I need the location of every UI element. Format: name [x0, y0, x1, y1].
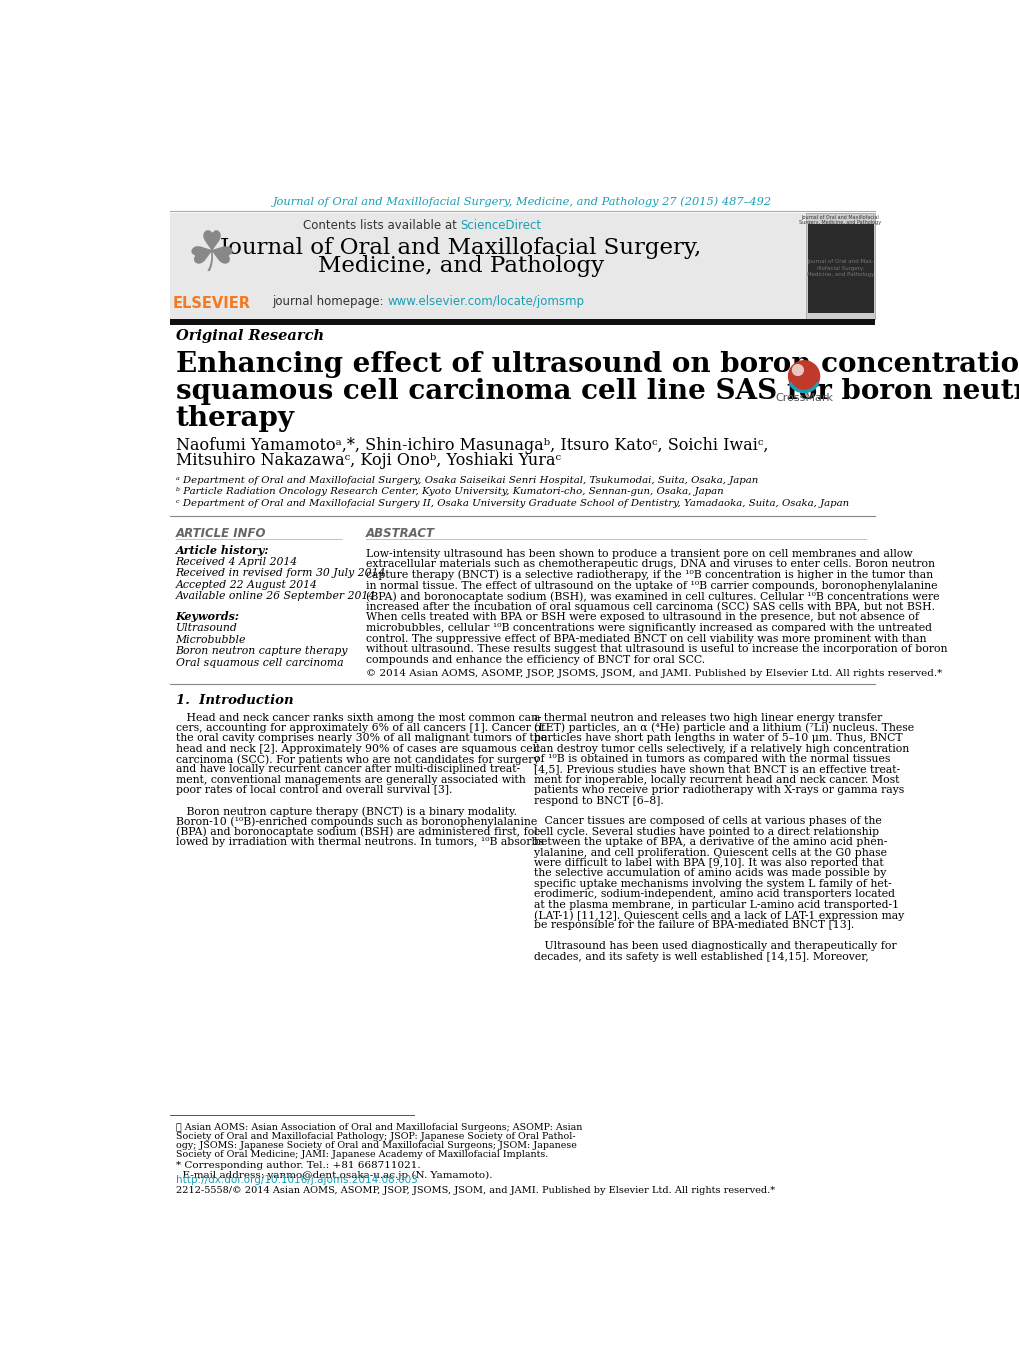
Text: Journal of Oral and Maxillofacial Surgery,: Journal of Oral and Maxillofacial Surger… — [219, 238, 701, 259]
Text: ARTICLE INFO: ARTICLE INFO — [175, 527, 266, 540]
Text: Microbubble: Microbubble — [175, 635, 246, 644]
Text: extracellular materials such as chemotherapeutic drugs, DNA and viruses to enter: extracellular materials such as chemothe… — [366, 559, 934, 569]
Text: ment for inoperable, locally recurrent head and neck cancer. Most: ment for inoperable, locally recurrent h… — [534, 775, 899, 785]
Text: http://dx.doi.org/10.1016/j.ajoms.2014.08.003: http://dx.doi.org/10.1016/j.ajoms.2014.0… — [175, 1175, 417, 1185]
Text: lowed by irradiation with thermal neutrons. In tumors, ¹⁰B absorbs: lowed by irradiation with thermal neutro… — [175, 838, 543, 847]
Text: Original Research: Original Research — [175, 330, 323, 343]
Text: Accepted 22 August 2014: Accepted 22 August 2014 — [175, 580, 317, 590]
Text: ELSEVIER: ELSEVIER — [172, 296, 250, 311]
Text: 2212-5558/© 2014 Asian AOMS, ASOMP, JSOP, JSOMS, JSOM, and JAMI. Published by El: 2212-5558/© 2014 Asian AOMS, ASOMP, JSOP… — [175, 1186, 773, 1196]
Text: ScienceDirect: ScienceDirect — [461, 219, 541, 232]
Text: Enhancing effect of ultrasound on boron concentrations in an oral: Enhancing effect of ultrasound on boron … — [175, 351, 1019, 378]
Text: squamous cell carcinoma cell line SAS for boron neutron capture: squamous cell carcinoma cell line SAS fo… — [175, 378, 1019, 405]
Text: of ¹⁰B is obtained in tumors as compared with the normal tissues: of ¹⁰B is obtained in tumors as compared… — [534, 754, 890, 765]
Text: Journal of Oral and Maxillofacial Surgery, Medicine, and Pathology 27 (2015) 487: Journal of Oral and Maxillofacial Surger… — [273, 197, 771, 208]
Text: (LET) particles, an α (⁴He) particle and a lithium (⁷Li) nucleus. These: (LET) particles, an α (⁴He) particle and… — [534, 723, 914, 734]
Text: Medicine, and Pathology: Medicine, and Pathology — [317, 255, 603, 277]
Text: and have locally recurrent cancer after multi-disciplined treat-: and have locally recurrent cancer after … — [175, 765, 519, 774]
Text: ᵇ Particle Radiation Oncology Research Center, Kyoto University, Kumatori-cho, S: ᵇ Particle Radiation Oncology Research C… — [175, 488, 722, 496]
Text: © 2014 Asian AOMS, ASOMP, JSOP, JSOMS, JSOM, and JAMI. Published by Elsevier Ltd: © 2014 Asian AOMS, ASOMP, JSOP, JSOMS, J… — [366, 669, 942, 678]
Text: Society of Oral and Maxillofacial Pathology; JSOP: Japanese Society of Oral Path: Society of Oral and Maxillofacial Pathol… — [175, 1132, 575, 1142]
Text: poor rates of local control and overall survival [3].: poor rates of local control and overall … — [175, 785, 451, 796]
Text: can destroy tumor cells selectively, if a relatively high concentration: can destroy tumor cells selectively, if … — [534, 743, 909, 754]
Text: the selective accumulation of amino acids was made possible by: the selective accumulation of amino acid… — [534, 869, 886, 878]
Text: (BPA) and boronocaptate sodium (BSH) are administered first, fol-: (BPA) and boronocaptate sodium (BSH) are… — [175, 827, 540, 838]
Text: Contents lists available at: Contents lists available at — [303, 219, 461, 232]
Text: Ultrasound has been used diagnostically and therapeutically for: Ultrasound has been used diagnostically … — [534, 942, 896, 951]
Text: ABSTRACT: ABSTRACT — [366, 527, 435, 540]
Text: microbubbles, cellular ¹⁰B concentrations were significantly increased as compar: microbubbles, cellular ¹⁰B concentration… — [366, 623, 931, 634]
Text: Oral squamous cell carcinoma: Oral squamous cell carcinoma — [175, 658, 342, 667]
Text: Journal of Oral and Max-
illofacial Surgery,
Medicine, and Pathology: Journal of Oral and Max- illofacial Surg… — [806, 259, 873, 277]
Text: Boron-10 (¹⁰B)-enriched compounds such as boronophenylalanine: Boron-10 (¹⁰B)-enriched compounds such a… — [175, 816, 536, 827]
Text: the oral cavity comprises nearly 30% of all malignant tumors of the: the oral cavity comprises nearly 30% of … — [175, 734, 546, 743]
Text: 1.  Introduction: 1. Introduction — [175, 694, 292, 708]
Text: ᶜ Department of Oral and Maxillofacial Surgery II, Osaka University Graduate Sch: ᶜ Department of Oral and Maxillofacial S… — [175, 499, 848, 508]
Text: journal homepage:: journal homepage: — [272, 295, 387, 308]
Text: ᵃ Department of Oral and Maxillofacial Surgery, Osaka Saiseikai Senri Hospital, : ᵃ Department of Oral and Maxillofacial S… — [175, 476, 757, 485]
Bar — [171, 215, 253, 296]
Text: a thermal neutron and releases two high linear energy transfer: a thermal neutron and releases two high … — [534, 712, 881, 723]
Text: particles have short path lengths in water of 5–10 μm. Thus, BNCT: particles have short path lengths in wat… — [534, 734, 902, 743]
Text: Available online 26 September 2014: Available online 26 September 2014 — [175, 592, 375, 601]
Text: Low-intensity ultrasound has been shown to produce a transient pore on cell memb: Low-intensity ultrasound has been shown … — [366, 549, 912, 559]
Text: ment, conventional managements are generally associated with: ment, conventional managements are gener… — [175, 775, 525, 785]
Text: (LAT-1) [11,12]. Quiescent cells and a lack of LAT-1 expression may: (LAT-1) [11,12]. Quiescent cells and a l… — [534, 911, 904, 920]
Bar — [170, 213, 805, 319]
Text: Journal of Oral and Maxillofacial: Journal of Oral and Maxillofacial — [801, 215, 878, 220]
Text: ylalanine, and cell proliferation. Quiescent cells at the G0 phase: ylalanine, and cell proliferation. Quies… — [534, 847, 887, 858]
Text: Naofumi Yamamotoᵃ,*, Shin-ichiro Masunagaᵇ, Itsuro Katoᶜ, Soichi Iwaiᶜ,: Naofumi Yamamotoᵃ,*, Shin-ichiro Masunag… — [175, 436, 767, 454]
Text: www.elsevier.com/locate/jomsmp: www.elsevier.com/locate/jomsmp — [387, 295, 584, 308]
Text: erodimeric, sodium-independent, amino acid transporters located: erodimeric, sodium-independent, amino ac… — [534, 889, 895, 900]
Text: Society of Oral Medicine; JAMI: Japanese Academy of Maxillofacial Implants.: Society of Oral Medicine; JAMI: Japanese… — [175, 1150, 547, 1159]
Text: Boron neutron capture therapy (BNCT) is a binary modality.: Boron neutron capture therapy (BNCT) is … — [175, 807, 516, 816]
Text: therapy: therapy — [175, 405, 294, 432]
Text: be responsible for the failure of BPA-mediated BNCT [13].: be responsible for the failure of BPA-me… — [534, 920, 854, 931]
Circle shape — [792, 365, 803, 376]
Text: Received in revised form 30 July 2014: Received in revised form 30 July 2014 — [175, 569, 385, 578]
Text: * Corresponding author. Tel.: +81 668711021.: * Corresponding author. Tel.: +81 668711… — [175, 1161, 420, 1170]
Text: (BPA) and boronocaptate sodium (BSH), was examined in cell cultures. Cellular ¹⁰: (BPA) and boronocaptate sodium (BSH), wa… — [366, 592, 938, 601]
Text: Cancer tissues are composed of cells at various phases of the: Cancer tissues are composed of cells at … — [534, 816, 881, 827]
Text: ogy; JSOMS: Japanese Society of Oral and Maxillofacial Surgeons; JSOM: Japanese: ogy; JSOMS: Japanese Society of Oral and… — [175, 1140, 576, 1150]
Text: When cells treated with BPA or BSH were exposed to ultrasound in the presence, b: When cells treated with BPA or BSH were … — [366, 612, 918, 623]
Text: specific uptake mechanisms involving the system L family of het-: specific uptake mechanisms involving the… — [534, 880, 892, 889]
Text: CrossMark: CrossMark — [774, 393, 833, 403]
Text: ★ Asian AOMS: Asian Association of Oral and Maxillofacial Surgeons; ASOMP: Asian: ★ Asian AOMS: Asian Association of Oral … — [175, 1123, 582, 1132]
Text: at the plasma membrane, in particular L-amino acid transported-1: at the plasma membrane, in particular L-… — [534, 900, 899, 909]
Text: were difficult to label with BPA [9,10]. It was also reported that: were difficult to label with BPA [9,10].… — [534, 858, 883, 869]
Bar — [807, 224, 873, 313]
Text: cers, accounting for approximately 6% of all cancers [1]. Cancer of: cers, accounting for approximately 6% of… — [175, 723, 544, 732]
Circle shape — [788, 361, 819, 392]
Text: Keywords:: Keywords: — [175, 611, 239, 621]
Text: Article history:: Article history: — [175, 544, 269, 555]
Text: control. The suppressive effect of BPA-mediated BNCT on cell viability was more : control. The suppressive effect of BPA-m… — [366, 634, 926, 643]
Text: [4,5]. Previous studies have shown that BNCT is an effective treat-: [4,5]. Previous studies have shown that … — [534, 765, 900, 774]
Text: capture therapy (BNCT) is a selective radiotherapy, if the ¹⁰B concentration is : capture therapy (BNCT) is a selective ra… — [366, 570, 932, 581]
Text: carcinoma (SCC). For patients who are not candidates for surgery: carcinoma (SCC). For patients who are no… — [175, 754, 538, 765]
Text: Ultrasound: Ultrasound — [175, 623, 237, 634]
Text: without ultrasound. These results suggest that ultrasound is useful to increase : without ultrasound. These results sugges… — [366, 644, 947, 654]
Text: in normal tissue. The effect of ultrasound on the uptake of ¹⁰B carrier compound: in normal tissue. The effect of ultrasou… — [366, 581, 936, 590]
Text: E-mail address: yanmo@dent.osaka-u.ac.jp (N. Yamamoto).: E-mail address: yanmo@dent.osaka-u.ac.jp… — [175, 1170, 491, 1179]
Text: increased after the incubation of oral squamous cell carcinoma (SCC) SAS cells w: increased after the incubation of oral s… — [366, 601, 934, 612]
Text: Surgery, Medicine, and Pathology: Surgery, Medicine, and Pathology — [799, 220, 880, 224]
Text: patients who receive prior radiotherapy with X-rays or gamma rays: patients who receive prior radiotherapy … — [534, 785, 904, 796]
Text: Boron neutron capture therapy: Boron neutron capture therapy — [175, 646, 347, 657]
Text: Mitsuhiro Nakazawaᶜ, Koji Onoᵇ, Yoshiaki Yuraᶜ: Mitsuhiro Nakazawaᶜ, Koji Onoᵇ, Yoshiaki… — [175, 453, 560, 469]
Text: ☘: ☘ — [186, 230, 235, 284]
Bar — [170, 319, 874, 324]
Text: between the uptake of BPA, a derivative of the amino acid phen-: between the uptake of BPA, a derivative … — [534, 838, 887, 847]
Text: decades, and its safety is well established [14,15]. Moreover,: decades, and its safety is well establis… — [534, 951, 868, 962]
Text: cell cycle. Several studies have pointed to a direct relationship: cell cycle. Several studies have pointed… — [534, 827, 878, 836]
Bar — [806, 213, 874, 319]
Text: head and neck [2]. Approximately 90% of cases are squamous cell: head and neck [2]. Approximately 90% of … — [175, 743, 539, 754]
Text: compounds and enhance the efficiency of BNCT for oral SCC.: compounds and enhance the efficiency of … — [366, 655, 704, 665]
Text: respond to BNCT [6–8].: respond to BNCT [6–8]. — [534, 796, 663, 805]
Text: Head and neck cancer ranks sixth among the most common can-: Head and neck cancer ranks sixth among t… — [175, 712, 541, 723]
Text: Received 4 April 2014: Received 4 April 2014 — [175, 557, 298, 567]
